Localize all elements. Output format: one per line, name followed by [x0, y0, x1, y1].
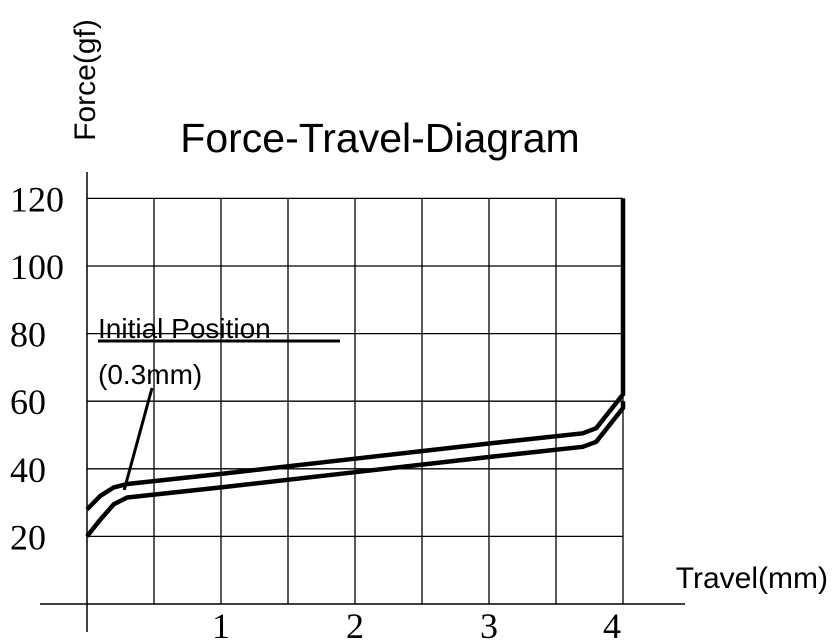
y-tick-label: 100 [10, 247, 64, 287]
x-tick-label: 1 [212, 606, 230, 640]
annotation-line-1: Initial Position [98, 313, 271, 344]
x-tick-label: 3 [480, 606, 498, 640]
y-tick-label: 40 [10, 450, 46, 490]
y-tick-label: 60 [10, 382, 46, 422]
initial-position-annotation: Initial Position (0.3mm) [98, 313, 340, 491]
annotation-line-2: (0.3mm) [98, 359, 202, 390]
y-axis-label: Force(gf) [69, 19, 102, 141]
x-tick-label: 4 [603, 606, 621, 640]
grid [87, 197, 624, 604]
series-line-1 [85, 198, 626, 511]
y-tick-label: 20 [10, 517, 46, 557]
series-line-2 [85, 401, 626, 538]
y-tick-label: 120 [10, 179, 64, 219]
annotation-leader-line [98, 339, 340, 491]
x-axis-label: Travel(mm) [676, 562, 828, 595]
tick-labels: 20 40 60 80 100 120 1 2 3 4 [10, 179, 621, 640]
series-layer [85, 198, 626, 538]
y-tick-label: 80 [10, 315, 46, 355]
chart-title: Force-Travel-Diagram [180, 115, 579, 161]
x-tick-label: 2 [346, 606, 364, 640]
axes [40, 172, 685, 632]
